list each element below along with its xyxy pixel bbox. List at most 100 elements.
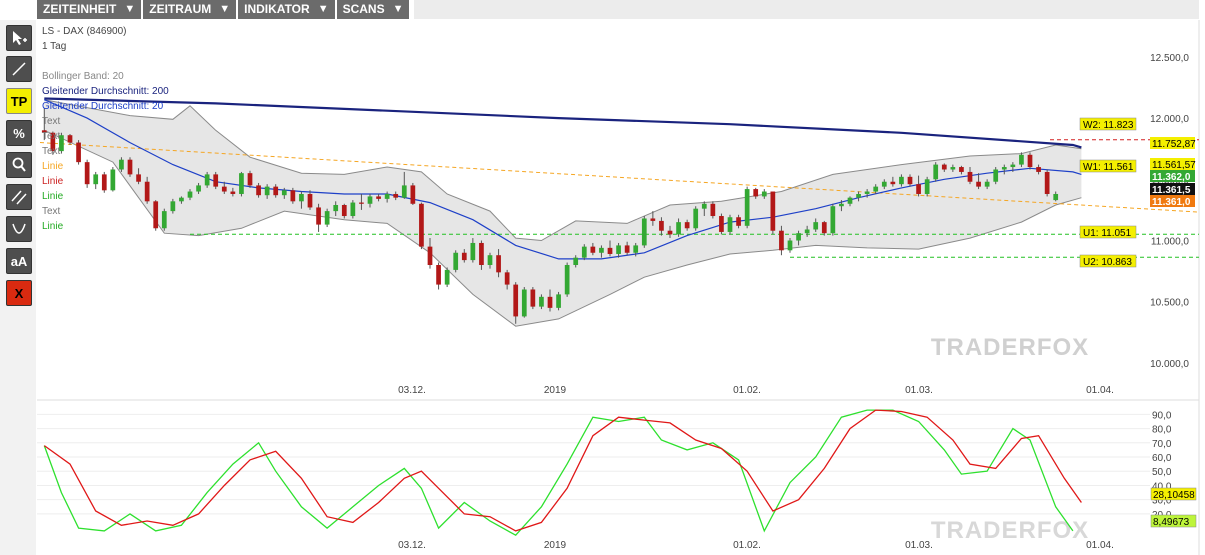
tp-tool[interactable]: TP bbox=[6, 88, 32, 114]
candle-body bbox=[556, 294, 561, 308]
osc-tag: 8,49673 bbox=[1153, 517, 1190, 528]
bollinger-band-fill bbox=[44, 99, 1082, 327]
candle-body bbox=[864, 191, 870, 194]
candle-body bbox=[299, 193, 304, 202]
candle-body bbox=[933, 164, 939, 180]
candle-body bbox=[856, 193, 861, 198]
legend-entry: Linie bbox=[42, 176, 64, 187]
candle-body bbox=[573, 257, 579, 265]
candle-body bbox=[976, 181, 981, 187]
candle-body bbox=[890, 181, 896, 185]
candle-body bbox=[153, 201, 159, 229]
candle-body bbox=[350, 202, 356, 217]
x-tick-label: 03.12. bbox=[398, 540, 426, 551]
candle-body bbox=[230, 191, 236, 194]
candle-body bbox=[50, 132, 56, 152]
menu-scans[interactable]: SCANS ▼ bbox=[336, 0, 410, 19]
menu-label: SCANS bbox=[342, 2, 385, 16]
pivot-label: U1: 11.051 bbox=[1083, 228, 1132, 239]
candle-body bbox=[804, 229, 810, 234]
candle-body bbox=[127, 159, 133, 175]
candle-body bbox=[924, 179, 930, 194]
cursor-plus-tool[interactable] bbox=[6, 25, 32, 51]
x-tick-label: 2019 bbox=[544, 540, 567, 551]
candle-body bbox=[693, 208, 699, 229]
candle-body bbox=[907, 176, 913, 185]
oscillator-panel bbox=[37, 400, 1199, 555]
menu-zeiteinheit[interactable]: ZEITEINHEIT ▼ bbox=[37, 0, 142, 19]
price-tag: 11.561,57 bbox=[1152, 160, 1196, 171]
text-size-tool[interactable]: aA bbox=[6, 248, 32, 274]
line-tool[interactable] bbox=[6, 56, 32, 82]
candle-body bbox=[607, 247, 613, 254]
candle-body bbox=[950, 167, 956, 170]
percent-tool[interactable]: % bbox=[6, 120, 32, 146]
candle-body bbox=[659, 220, 664, 231]
pivot-label: U2: 10.863 bbox=[1083, 257, 1132, 268]
search-tool[interactable] bbox=[6, 152, 32, 178]
arc-tool[interactable] bbox=[6, 216, 32, 242]
pivot-label-box bbox=[1079, 254, 1137, 268]
osc-tick-label: 40,0 bbox=[1152, 481, 1172, 492]
candle-body bbox=[281, 190, 287, 196]
candle-body bbox=[367, 196, 373, 204]
chart-timeframe: 1 Tag bbox=[42, 41, 66, 52]
text-size-icon: aA bbox=[10, 253, 28, 269]
delete-tool[interactable]: X bbox=[6, 280, 32, 306]
search-icon bbox=[12, 157, 26, 172]
candle-body bbox=[110, 169, 116, 191]
legend-entry: Gleitender Durchschnitt: 20 bbox=[42, 101, 164, 112]
candle-body bbox=[341, 205, 347, 217]
candle-body bbox=[984, 181, 990, 187]
candle-body bbox=[213, 174, 219, 187]
x-tick-label: 2019 bbox=[544, 385, 567, 396]
candle-body bbox=[461, 252, 467, 261]
candle-body bbox=[710, 203, 716, 217]
candle-body bbox=[453, 252, 459, 270]
osc-tick-label: 80,0 bbox=[1152, 425, 1172, 436]
candle-body bbox=[1036, 167, 1041, 172]
parallel-tool[interactable] bbox=[6, 184, 32, 210]
candle-body bbox=[333, 205, 339, 212]
watermark: TRADERFOX bbox=[931, 517, 1089, 544]
candle-body bbox=[436, 265, 441, 285]
osc-tick-label: 70,0 bbox=[1152, 439, 1172, 450]
candle-body bbox=[590, 246, 596, 253]
x-tick-label: 03.12. bbox=[398, 385, 426, 396]
candle-body bbox=[504, 272, 510, 285]
candle-body bbox=[161, 211, 167, 229]
menu-zeitraum[interactable]: ZEITRAUM ▼ bbox=[143, 0, 237, 19]
candle-body bbox=[101, 174, 107, 191]
candle-body bbox=[667, 230, 673, 235]
candle-body bbox=[616, 245, 621, 254]
y-tick-label: 12.500,0 bbox=[1150, 53, 1189, 64]
price-tag-box bbox=[1150, 137, 1195, 149]
chart-title: LS - DAX (846900) bbox=[42, 26, 127, 37]
candle-body bbox=[427, 246, 433, 265]
percent-icon: % bbox=[13, 125, 25, 141]
candle-body bbox=[719, 216, 724, 232]
candle-body bbox=[119, 159, 124, 170]
osc-tag: 28,10458 bbox=[1153, 490, 1195, 501]
legend-entry: Text bbox=[42, 206, 61, 217]
legend-entry: Bollinger Band: 20 bbox=[42, 71, 124, 82]
y-tick-label: 10.500,0 bbox=[1150, 298, 1189, 309]
caret-down-icon: ▼ bbox=[392, 3, 404, 15]
candle-body bbox=[179, 197, 184, 202]
candle-body bbox=[67, 135, 73, 143]
candle-body bbox=[873, 186, 879, 192]
candle-body bbox=[530, 289, 536, 307]
candle-body bbox=[307, 193, 313, 208]
candle-body bbox=[727, 217, 733, 232]
candle-body bbox=[676, 222, 681, 235]
trend-line bbox=[39, 142, 1200, 213]
menu-indikator[interactable]: INDIKATOR ▼ bbox=[238, 0, 335, 19]
candle-body bbox=[170, 201, 176, 212]
legend-entry: Text bbox=[42, 116, 61, 127]
candle-body bbox=[196, 185, 201, 192]
candle-body bbox=[779, 230, 784, 251]
arc-icon bbox=[12, 223, 26, 234]
candle-body bbox=[419, 203, 424, 247]
y-tick-label: 11.000,0 bbox=[1151, 237, 1190, 248]
